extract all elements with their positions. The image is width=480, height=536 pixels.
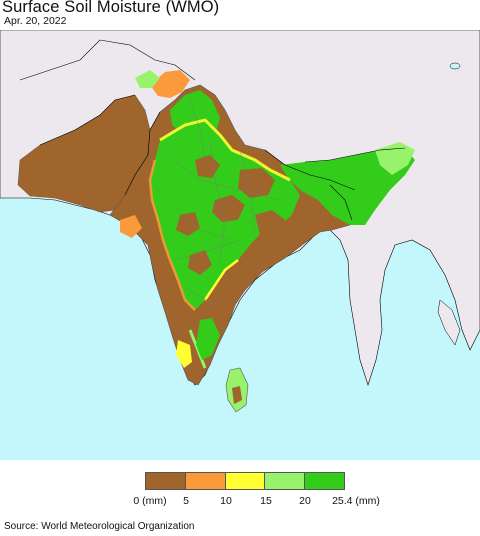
legend-swatch-5-10 <box>184 473 225 489</box>
legend-swatch-0-5 <box>146 473 185 489</box>
legend-swatch-15-20 <box>264 473 305 489</box>
legend-color-bar <box>145 472 345 490</box>
legend-swatch-10-15 <box>224 473 265 489</box>
legend-tick-0: 0 (mm) <box>133 495 167 507</box>
legend-tick-5: 5 <box>183 495 189 507</box>
soil-moisture-map <box>0 30 480 460</box>
source-credit: Source: World Meteorological Organizatio… <box>4 521 195 532</box>
legend-tick-10: 10 <box>220 495 232 507</box>
legend-tick-25: 25.4 (mm) <box>332 495 380 507</box>
legend-swatch-20-25 <box>304 473 344 489</box>
map-title: Surface Soil Moisture (WMO) <box>2 0 220 16</box>
legend-tick-20: 20 <box>299 495 311 507</box>
legend-tick-15: 15 <box>260 495 272 507</box>
map-date: Apr. 20, 2022 <box>4 15 67 27</box>
region-wet-northeast <box>280 148 415 225</box>
